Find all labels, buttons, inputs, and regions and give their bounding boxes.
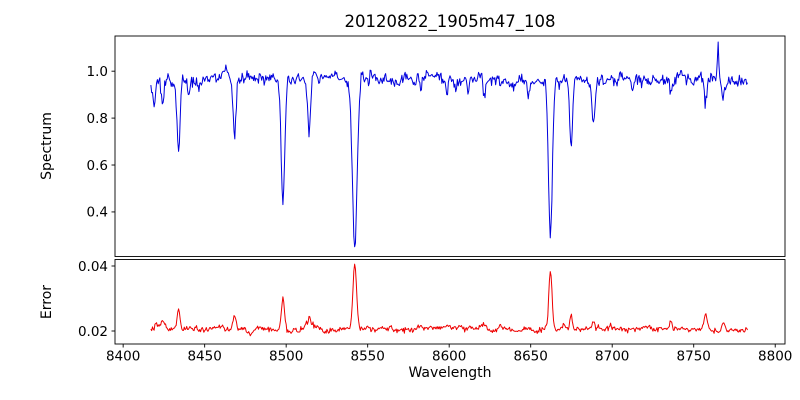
spectrum-line [150,41,748,248]
y-tick-label: 1.0 [87,64,108,80]
y-tick-label: 0.8 [87,111,108,127]
y-tick-label: 0.6 [87,158,108,174]
spectrum-panel-border [114,35,786,257]
error-line [150,263,748,337]
x-tick-label: 8500 [269,349,303,365]
x-tick-label: 8650 [514,349,548,365]
x-tick-label: 8450 [187,349,221,365]
x-tick-label: 8550 [350,349,384,365]
y-tick-label: 0.04 [78,259,108,275]
y-tick-label: 0.4 [87,205,108,221]
error-panel-border [114,259,786,345]
x-tick-label: 8750 [677,349,711,365]
x-axis-label: Wavelength [408,365,492,381]
x-tick-label: 8400 [106,349,140,365]
x-tick-label: 8700 [595,349,629,365]
y-axis-label-error: Error [39,284,55,320]
y-tick-label: 0.02 [78,324,108,340]
chart-title: 20120822_1905m47_108 [344,12,556,31]
x-tick-label: 8600 [432,349,466,365]
x-tick-label: 8800 [758,349,792,365]
